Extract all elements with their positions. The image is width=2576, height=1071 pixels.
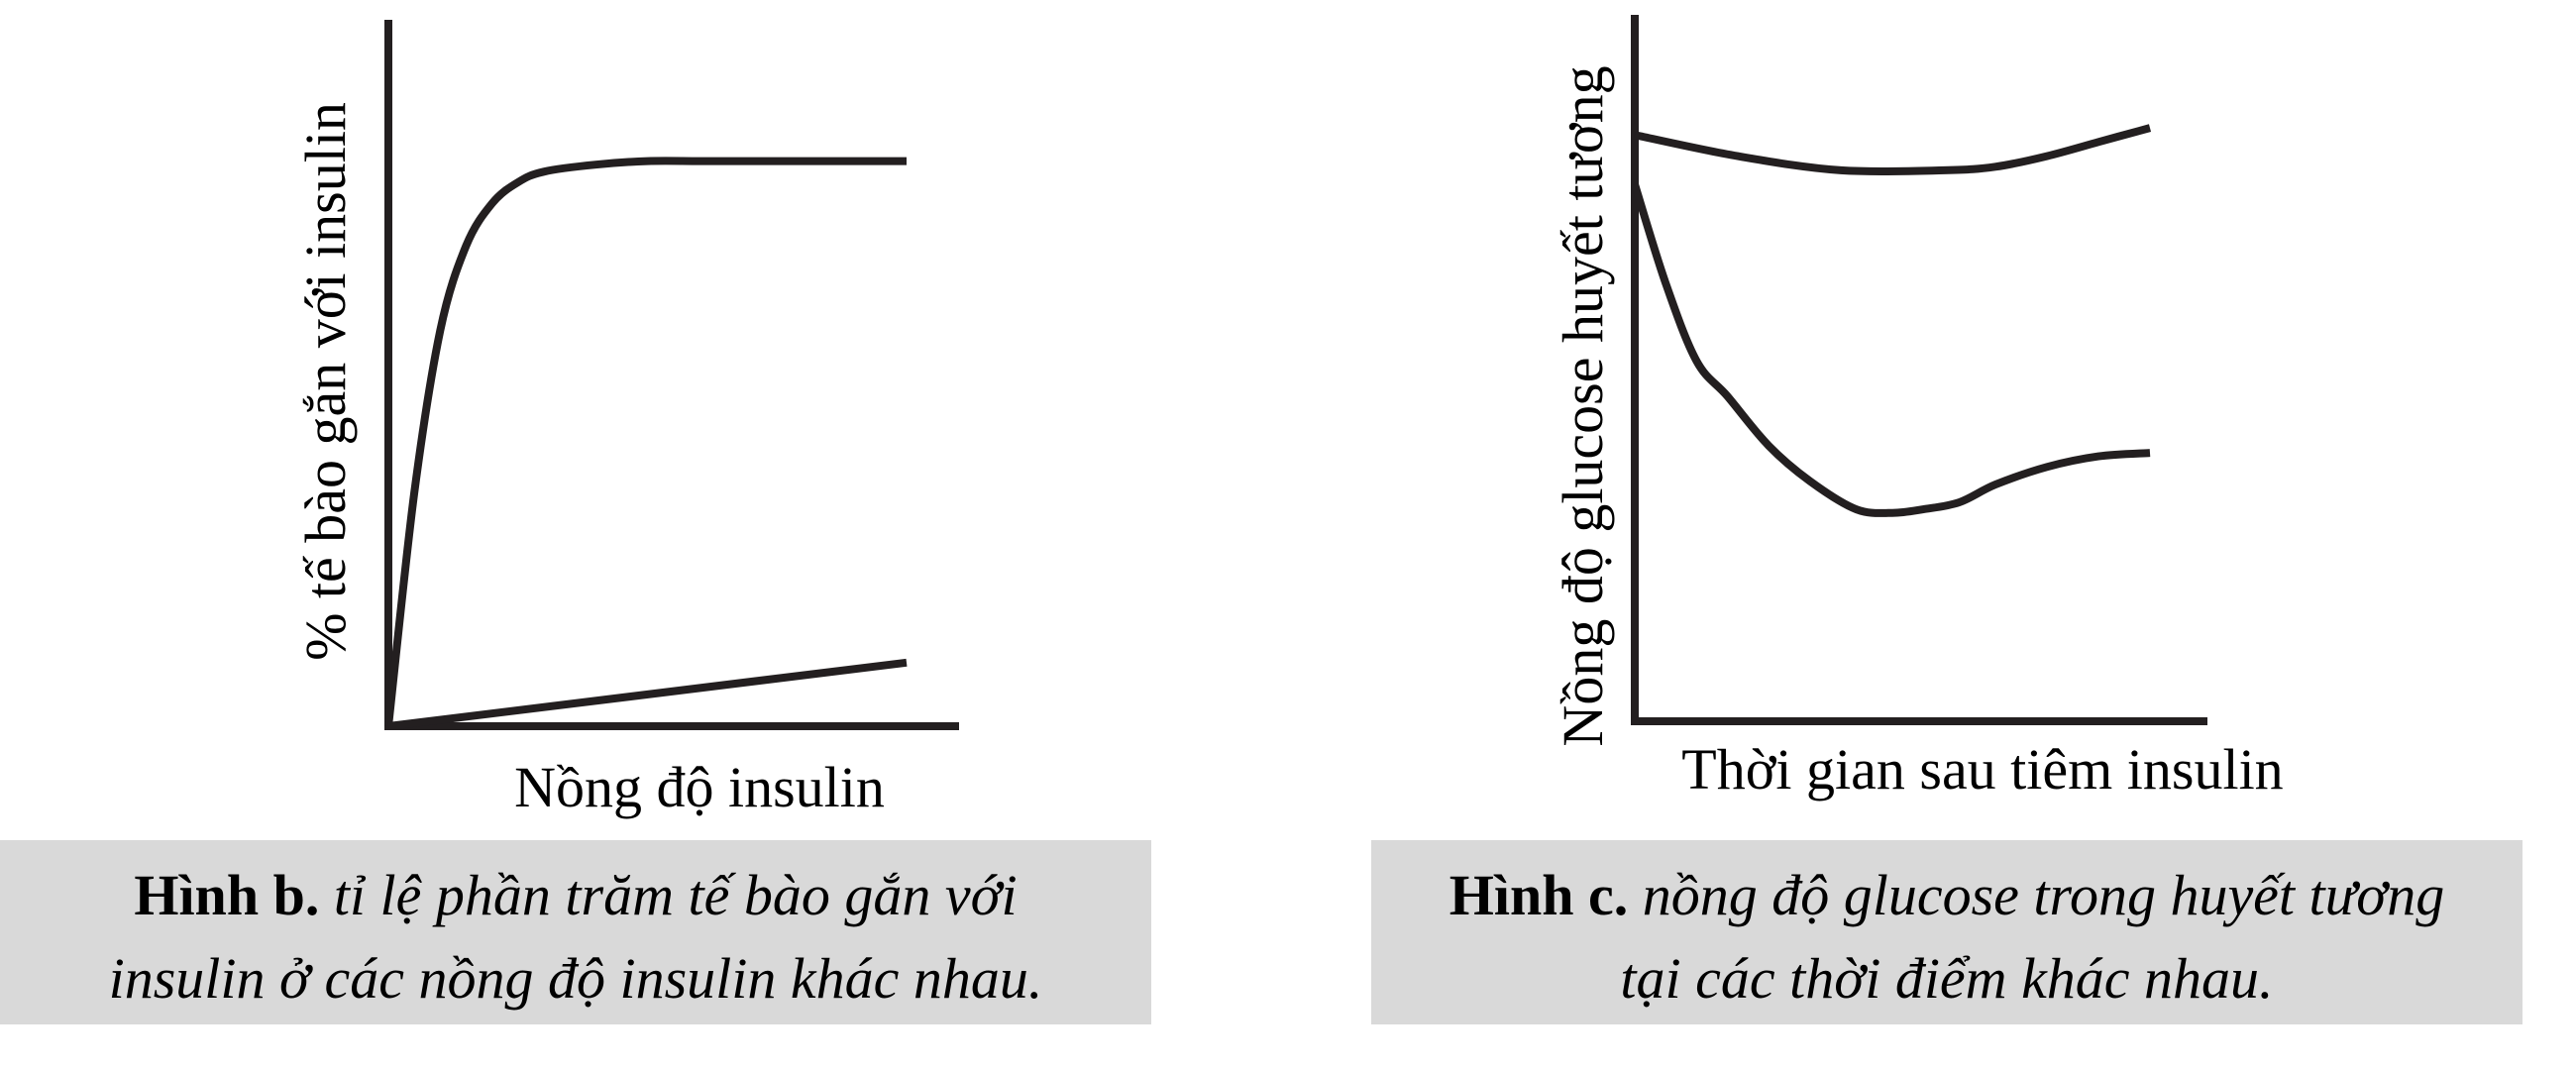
figure-c-x-axis-label: Thời gian sau tiêm insulin — [1681, 737, 2283, 802]
figure-b-caption-text-line2: insulin ở các nồng độ insulin khác nhau. — [108, 946, 1043, 1011]
figure-b-caption: Hình b. tỉ lệ phần trăm tế bào gắn với i… — [0, 840, 1151, 1024]
figure-c-caption: Hình c. nồng độ glucose trong huyết tươn… — [1371, 840, 2522, 1024]
figure-b-series-1-line — [384, 157, 907, 727]
figure-c-chart: Thời gian sau tiêm insulin Nồng độ gluco… — [1551, 15, 2284, 802]
figure-b-y-axis-label: % tế bào gắn với insulin — [293, 102, 358, 661]
figure-c-caption-text-line2: tại các thời điểm khác nhau. — [1620, 946, 2274, 1011]
figure-c-series-2-line — [1631, 182, 2151, 517]
figure-c-caption-lead: Hình c. — [1449, 863, 1629, 927]
figure-b-chart: Nồng độ insulin % tế bào gắn với insulin — [293, 20, 959, 819]
figure-c-caption-text-line1: nồng độ glucose trong huyết tương — [1642, 863, 2445, 927]
figure-b-series-2-line — [387, 658, 908, 730]
figure-c-y-axis-label: Nồng độ glucose huyết tương — [1551, 65, 1615, 746]
figure-c-series-1-line — [1634, 124, 2152, 176]
figure-b-caption-lead: Hình b. — [134, 863, 320, 927]
figure-b-x-axis-label: Nồng độ insulin — [514, 755, 885, 819]
figure-b-caption-text-line1: tỉ lệ phần trăm tế bào gắn với — [333, 863, 1018, 927]
